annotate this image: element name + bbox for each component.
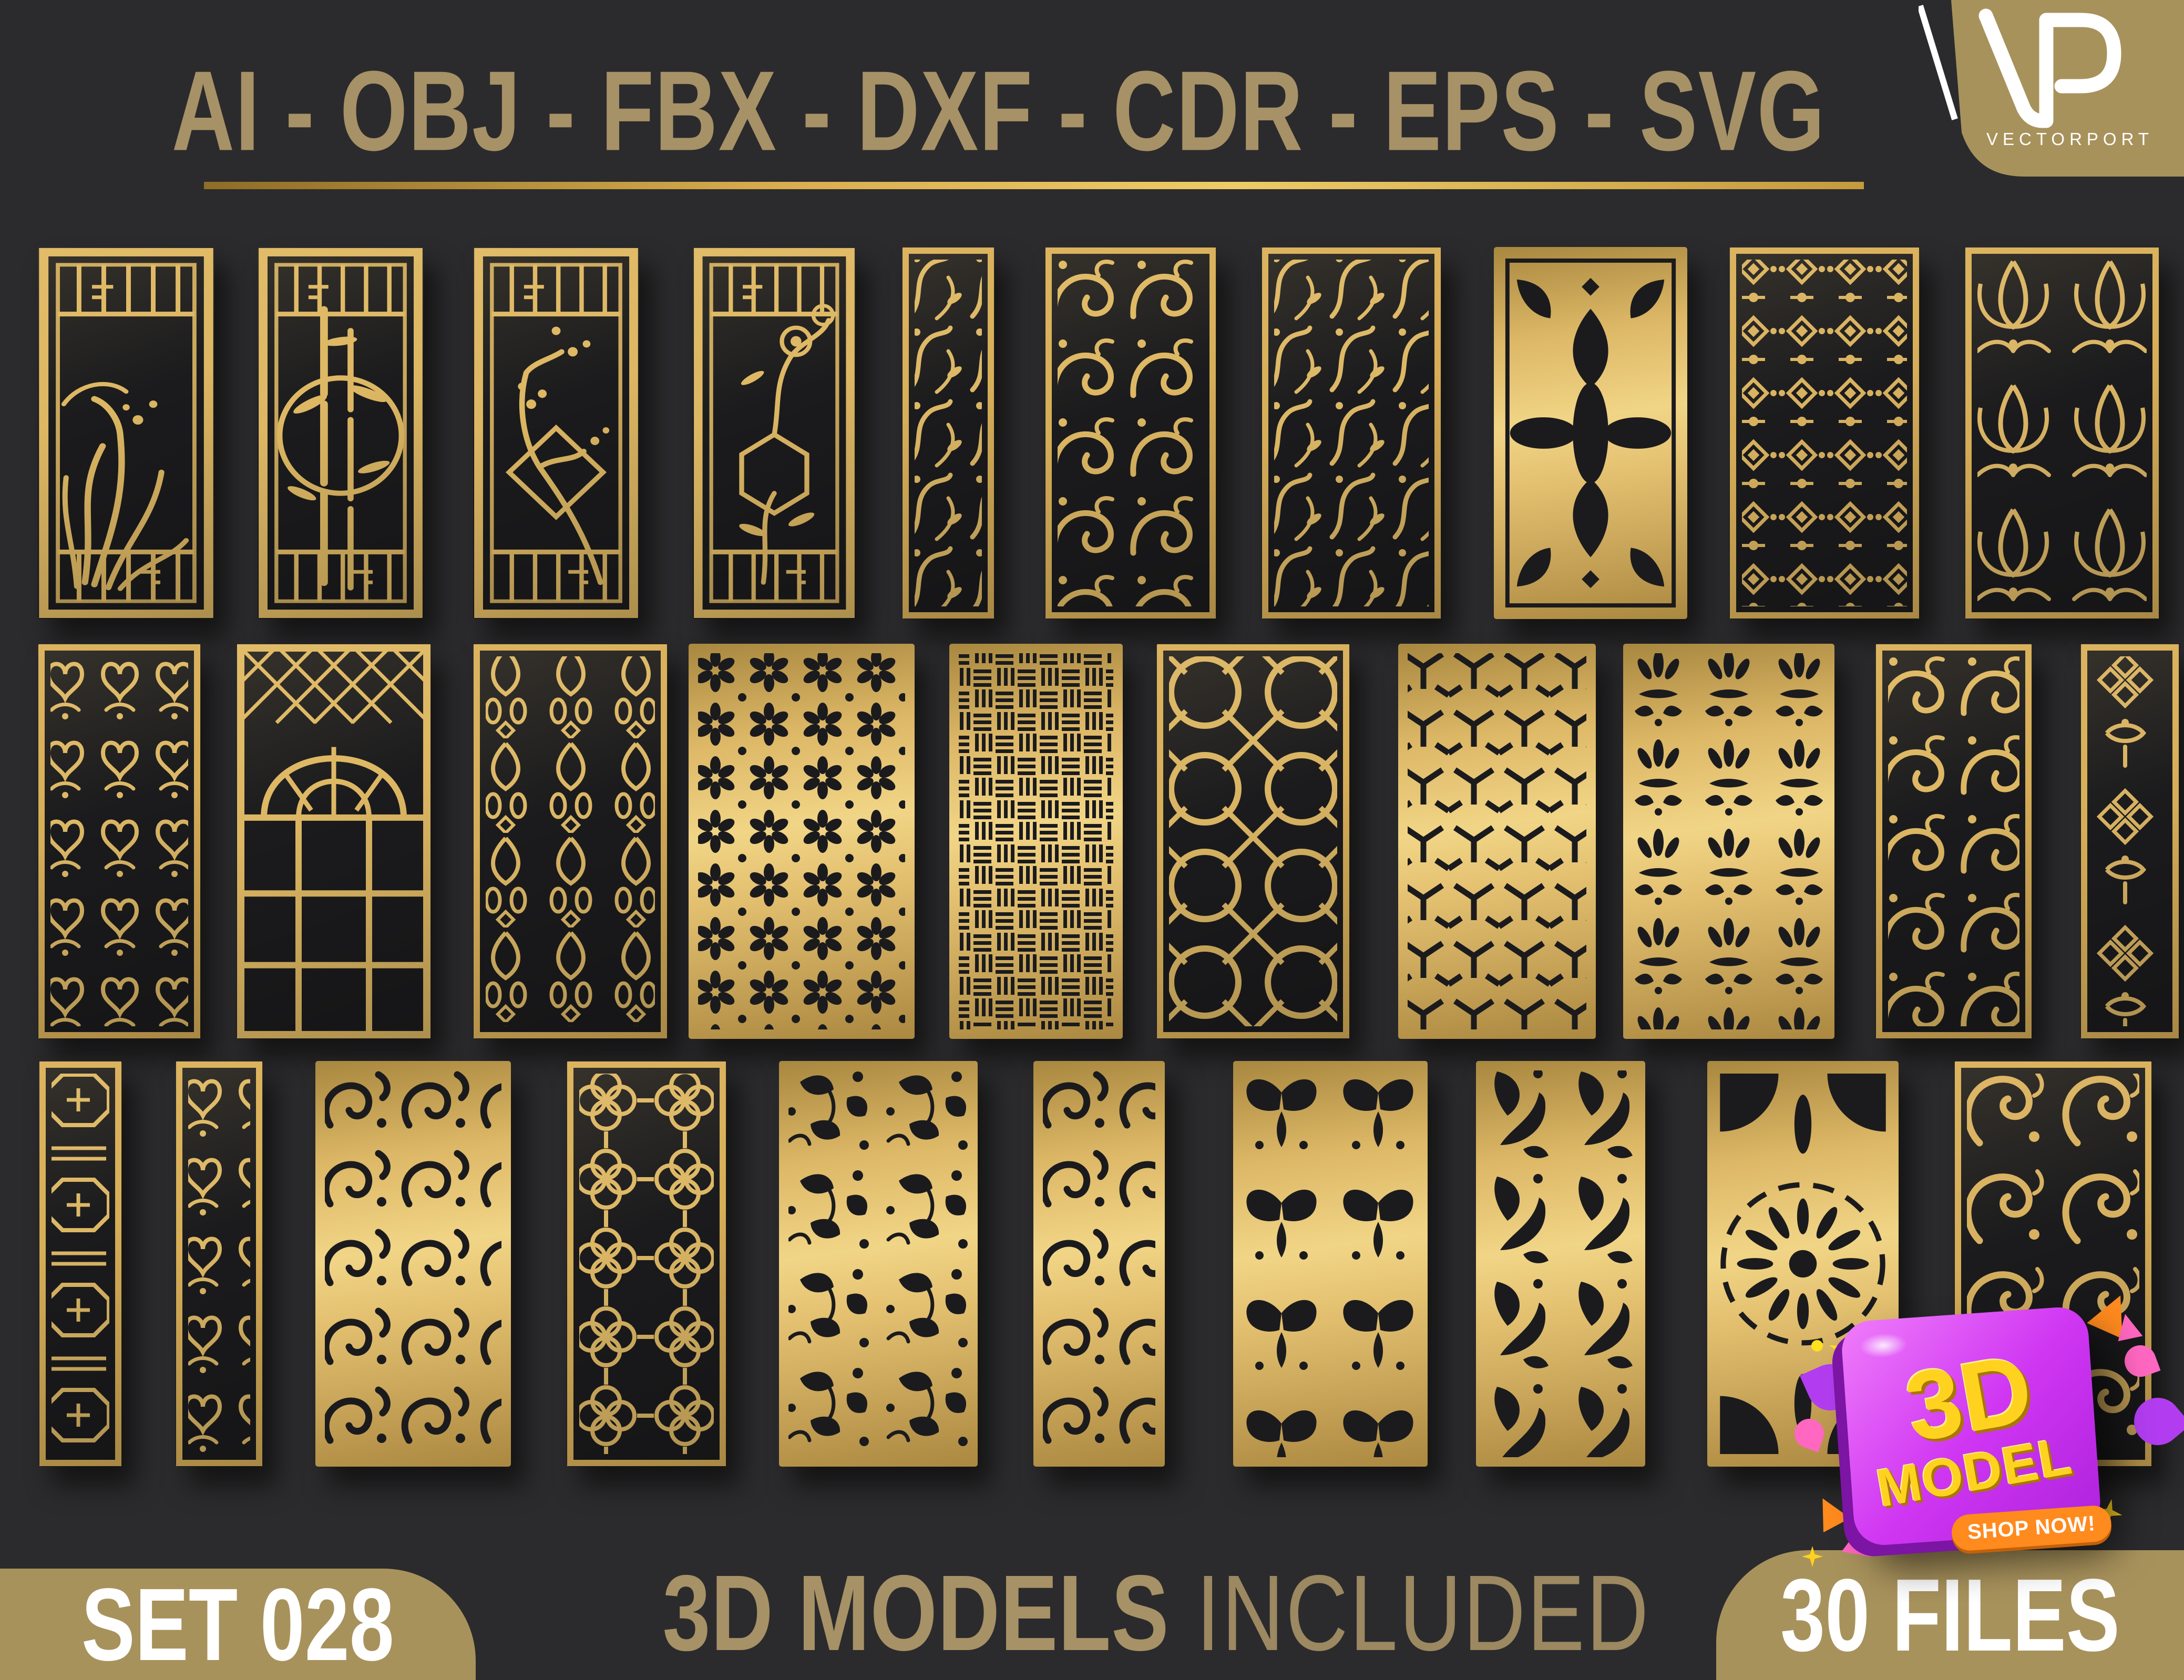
set-number-label: SET 028 — [81, 1566, 394, 1680]
panel-r2-daisy-lattice — [689, 644, 915, 1039]
panel-r3-quatrefoil — [567, 1061, 726, 1467]
brand-name: VECTORPORT — [1986, 129, 2154, 149]
header: AI - OBJ - FBX - DXF - CDR - EPS - SVG — [131, 47, 1866, 174]
panel-r2-knot-strip — [2080, 644, 2179, 1039]
panel-r1-scrollwork — [1045, 247, 1216, 619]
panel-r1-plum-window — [473, 247, 639, 619]
file-formats-title: AI - OBJ - FBX - DXF - CDR - EPS - SVG — [171, 47, 1826, 174]
panel-r2-heart-damask — [38, 644, 201, 1039]
panel-r1-bamboo-window — [258, 247, 424, 619]
panel-r2-arch-window — [237, 644, 431, 1039]
triangle-icon — [1809, 1491, 1850, 1532]
panel-r2-y-tessellation — [1398, 644, 1596, 1039]
panel-r3-swirl-vine — [1033, 1061, 1165, 1467]
panel-r1-vine-strip — [902, 247, 994, 619]
panel-r1-dense-vine — [1262, 247, 1441, 619]
panel-r2-basketweave — [949, 644, 1123, 1039]
panel-r3-acanthus — [1476, 1061, 1645, 1467]
vp-logo-shape — [1919, 0, 2184, 177]
panel-r1-lotus — [1965, 247, 2159, 619]
panel-r3-peony — [779, 1061, 978, 1467]
panel-r2-ogee-lattice — [473, 644, 668, 1039]
header-underline — [204, 182, 1864, 189]
panel-r1-medallion — [1494, 247, 1687, 619]
footer-3d-models: 3D MODELS — [662, 1553, 1170, 1673]
file-count-label: 30 FILES — [1780, 1558, 2120, 1673]
panel-r1-lace — [1729, 247, 1920, 619]
panel-r1-orchid-window — [38, 247, 214, 619]
file-count-box: 30 FILES — [1716, 1550, 2184, 1680]
vp-monogram-icon — [1978, 8, 2121, 128]
footer-center-text: 3D MODELS INCLUDED — [662, 1551, 1648, 1675]
vectorport-logo[interactable]: VP VECTORPORT — [1919, 0, 2184, 177]
3d-model-badge[interactable]: 3D MODEL SHOP NOW! — [1840, 1305, 2113, 1552]
shop-now-button[interactable]: SHOP NOW! — [1950, 1504, 2113, 1552]
panel-r3-heart-strip — [176, 1061, 263, 1467]
panel-r1-blossom-window — [693, 247, 856, 619]
panel-r2-circle-cross — [1156, 644, 1350, 1039]
panel-r2-fleur-damask — [1623, 644, 1834, 1039]
panel-r3-fu-swirl — [315, 1061, 511, 1467]
set-number-box: SET 028 — [0, 1567, 476, 1680]
panel-r2-spiral-scrolls — [1875, 644, 2032, 1039]
footer-included: INCLUDED — [1196, 1553, 1650, 1673]
badge-model-text: MODEL — [1872, 1426, 2077, 1519]
panel-r3-meander-strip — [39, 1061, 122, 1467]
panel-r3-butterfly-damask — [1233, 1061, 1428, 1467]
